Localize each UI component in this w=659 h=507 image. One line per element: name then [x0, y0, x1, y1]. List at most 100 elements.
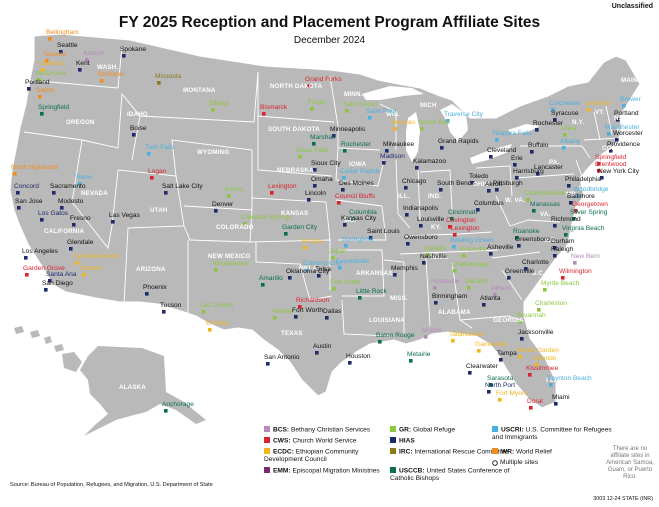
city-label: Santa Ana [46, 271, 77, 278]
city-site-marker [385, 149, 389, 153]
city-site-marker [145, 292, 149, 296]
city-label: Utica [561, 125, 577, 132]
city-label: Raleigh [551, 246, 574, 253]
state-borders [23, 45, 621, 337]
city-label: Seattle [57, 42, 78, 49]
source-note: Source: Bureau of Population, Refugees, … [10, 482, 213, 488]
lake-superior [362, 86, 424, 100]
city-site-marker [82, 273, 86, 277]
city-label: Toledo [469, 173, 489, 180]
city-label: Tampa [497, 350, 517, 357]
state-label: N.J. [585, 169, 598, 176]
city-label: Concord [14, 183, 39, 190]
city-site-marker [420, 127, 424, 131]
legend-item-gr: GR: Global Refuge [390, 426, 515, 434]
city-site-marker [607, 132, 611, 136]
state-label: ALASKA [119, 384, 146, 391]
city-label: Sarasota [487, 375, 514, 382]
city-label: Oklahoma City [286, 268, 330, 275]
city-label: Ontario [80, 265, 102, 272]
city-label: Virginia Beach [562, 225, 605, 232]
city-site-marker [307, 84, 311, 88]
city-label: Twin Falls [145, 144, 175, 151]
state-label: HAWAII [27, 349, 51, 356]
city-label: Savannah [516, 312, 546, 319]
city-label: Garden Grove [23, 265, 65, 272]
city-label: Vancouver [35, 70, 67, 77]
city-label: Chicago [402, 178, 427, 185]
legend-swatch [264, 437, 270, 443]
territories-note: There are no affiliate sites in American… [606, 446, 654, 480]
city-label: North Highlands [11, 164, 59, 171]
city-label: Tulsa [315, 266, 331, 273]
city-label: Garden City [282, 224, 318, 231]
legend-name: International Rescue Committee [414, 448, 509, 456]
city-label: Albuquerque [212, 260, 250, 267]
state-label: MONTANA [183, 87, 216, 94]
city-label: Grand Forks [305, 76, 342, 83]
city-label: Missoula [155, 73, 182, 80]
city-site-marker [75, 261, 79, 265]
state-label: IOWA [349, 161, 367, 168]
city-label: Fresno [70, 215, 91, 222]
legend-item-emm: EMM: Episcopal Migration Ministries [264, 467, 389, 475]
city-site-marker [561, 276, 565, 280]
state-label: ARKANSAS [356, 270, 393, 277]
city-label: Phoenix [143, 284, 167, 291]
state-label: ILL. [398, 193, 410, 200]
city-site-marker [338, 266, 342, 270]
city-label: Asheville [487, 244, 514, 251]
city-site-marker [227, 194, 231, 198]
city-site-marker [426, 253, 430, 257]
city-site-marker [513, 163, 517, 167]
city-site-marker [489, 383, 493, 387]
city-site-marker [404, 186, 408, 190]
city-label: Billings [209, 100, 230, 107]
alaska-shape [80, 346, 206, 436]
state-label: KY. [431, 224, 442, 231]
legend-name: United States Conference of Catholic Bis… [390, 467, 510, 482]
state-label: OHIO [473, 181, 490, 188]
city-site-marker [495, 138, 499, 142]
city-label: Georgetown [572, 201, 608, 208]
city-site-marker [368, 116, 372, 120]
state-label: CALIFORNIA [44, 228, 85, 235]
city-label: Durham [551, 238, 575, 245]
legend-abbr: USCCB: [399, 467, 425, 475]
city-label: Mobile [422, 327, 442, 334]
legend-abbr: GR: [399, 426, 412, 434]
state-label: TENN. [429, 254, 449, 261]
city-label: Lancaster [534, 164, 563, 171]
city-site-marker [393, 273, 397, 277]
state-label: VT. [595, 109, 605, 116]
city-label: Spokane [120, 46, 147, 53]
city-label: Saint Cloud [343, 101, 378, 108]
city-site-marker [564, 233, 568, 237]
city-site-marker [37, 78, 41, 82]
city-site-marker [317, 274, 321, 278]
city-label: Los Gatos [38, 210, 69, 217]
city-label: Akron [485, 181, 503, 188]
city-label: Columbus [474, 200, 504, 207]
state-label: MAINE [621, 77, 642, 84]
state-label: ALABAMA [438, 309, 471, 316]
city-label: Sacramento [50, 183, 86, 190]
city-site-marker [72, 223, 76, 227]
city-site-marker [575, 194, 579, 198]
city-label: Little Rock [356, 288, 387, 295]
legend-swatch [390, 426, 396, 432]
city-site-marker [477, 349, 481, 353]
city-label: Myrtle Beach [541, 280, 580, 287]
lake-erie [470, 144, 512, 164]
city-site-marker [424, 335, 428, 339]
legend-abbr: EMM: [273, 467, 291, 475]
legend-swatch [264, 448, 270, 454]
city-label: Edmond City [303, 260, 341, 267]
city-site-marker [409, 359, 413, 363]
city-label: Bismarck [260, 104, 288, 111]
city-site-marker [48, 37, 52, 41]
city-site-marker [111, 220, 115, 224]
city-site-marker [59, 50, 63, 54]
legend-swatch [264, 426, 270, 432]
city-site-marker [315, 351, 319, 355]
